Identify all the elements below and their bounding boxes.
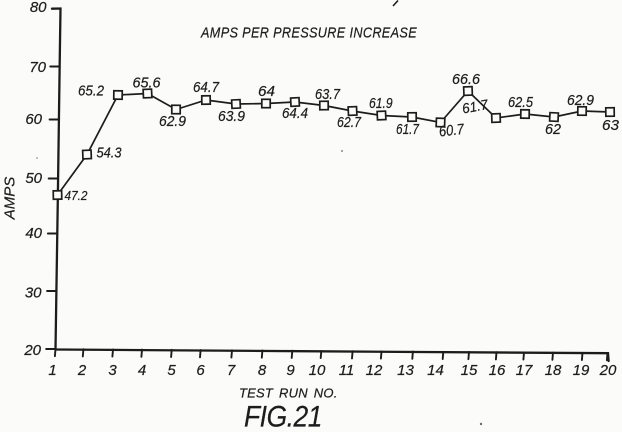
svg-text:65.2: 65.2 xyxy=(78,83,105,100)
svg-text:7: 7 xyxy=(227,362,236,379)
svg-text:64.7: 64.7 xyxy=(193,79,220,96)
svg-text:66.6: 66.6 xyxy=(452,71,481,88)
svg-text:70: 70 xyxy=(29,59,46,76)
svg-text:AMPS: AMPS xyxy=(2,177,19,221)
svg-text:20: 20 xyxy=(23,342,41,359)
svg-text:40: 40 xyxy=(25,225,42,242)
svg-text:14: 14 xyxy=(427,362,444,379)
svg-text:63.7: 63.7 xyxy=(315,86,341,103)
svg-text:62: 62 xyxy=(545,121,562,138)
svg-text:9: 9 xyxy=(286,362,295,379)
svg-text:62.7: 62.7 xyxy=(337,114,362,131)
svg-text:63.9: 63.9 xyxy=(218,108,246,125)
svg-text:FIG.21: FIG.21 xyxy=(244,399,322,432)
svg-text:15: 15 xyxy=(461,362,478,379)
svg-text:2: 2 xyxy=(77,362,87,379)
svg-text:62.9: 62.9 xyxy=(567,92,595,109)
svg-text:TEST RUN NO.: TEST RUN NO. xyxy=(239,386,338,401)
svg-text:30: 30 xyxy=(25,285,42,302)
svg-text:64.4: 64.4 xyxy=(282,105,308,122)
svg-text:10: 10 xyxy=(309,362,326,379)
svg-text:61.7: 61.7 xyxy=(396,121,420,138)
svg-text:13: 13 xyxy=(397,362,414,379)
svg-text:1: 1 xyxy=(48,362,56,379)
svg-text:11: 11 xyxy=(339,362,355,379)
svg-text:62.5: 62.5 xyxy=(508,94,534,111)
svg-text:20: 20 xyxy=(599,362,617,379)
svg-text:18: 18 xyxy=(545,362,562,379)
svg-text:16: 16 xyxy=(489,362,506,379)
svg-text:62.9: 62.9 xyxy=(159,113,187,130)
svg-text:19: 19 xyxy=(573,362,590,379)
svg-text:60.7: 60.7 xyxy=(438,121,465,141)
svg-text:54.3: 54.3 xyxy=(97,145,123,162)
svg-text:65.6: 65.6 xyxy=(133,75,162,92)
svg-text:5: 5 xyxy=(167,362,176,379)
svg-text:50: 50 xyxy=(25,170,42,187)
svg-text:6: 6 xyxy=(196,362,205,379)
svg-text:4: 4 xyxy=(138,362,146,379)
svg-text:47.2: 47.2 xyxy=(65,188,89,203)
svg-text:61.7: 61.7 xyxy=(461,96,491,116)
svg-text:64: 64 xyxy=(258,83,275,100)
svg-text:8: 8 xyxy=(258,362,267,379)
svg-text:17: 17 xyxy=(516,362,533,379)
svg-text:61.9: 61.9 xyxy=(369,95,393,112)
svg-text:AMPS PER PRESSURE INCREASE: AMPS PER PRESSURE INCREASE xyxy=(200,23,417,40)
svg-text:60: 60 xyxy=(25,111,42,128)
svg-text:80: 80 xyxy=(30,0,47,16)
svg-text:3: 3 xyxy=(108,362,117,379)
svg-text:12: 12 xyxy=(366,362,383,379)
svg-text:63: 63 xyxy=(602,117,620,134)
